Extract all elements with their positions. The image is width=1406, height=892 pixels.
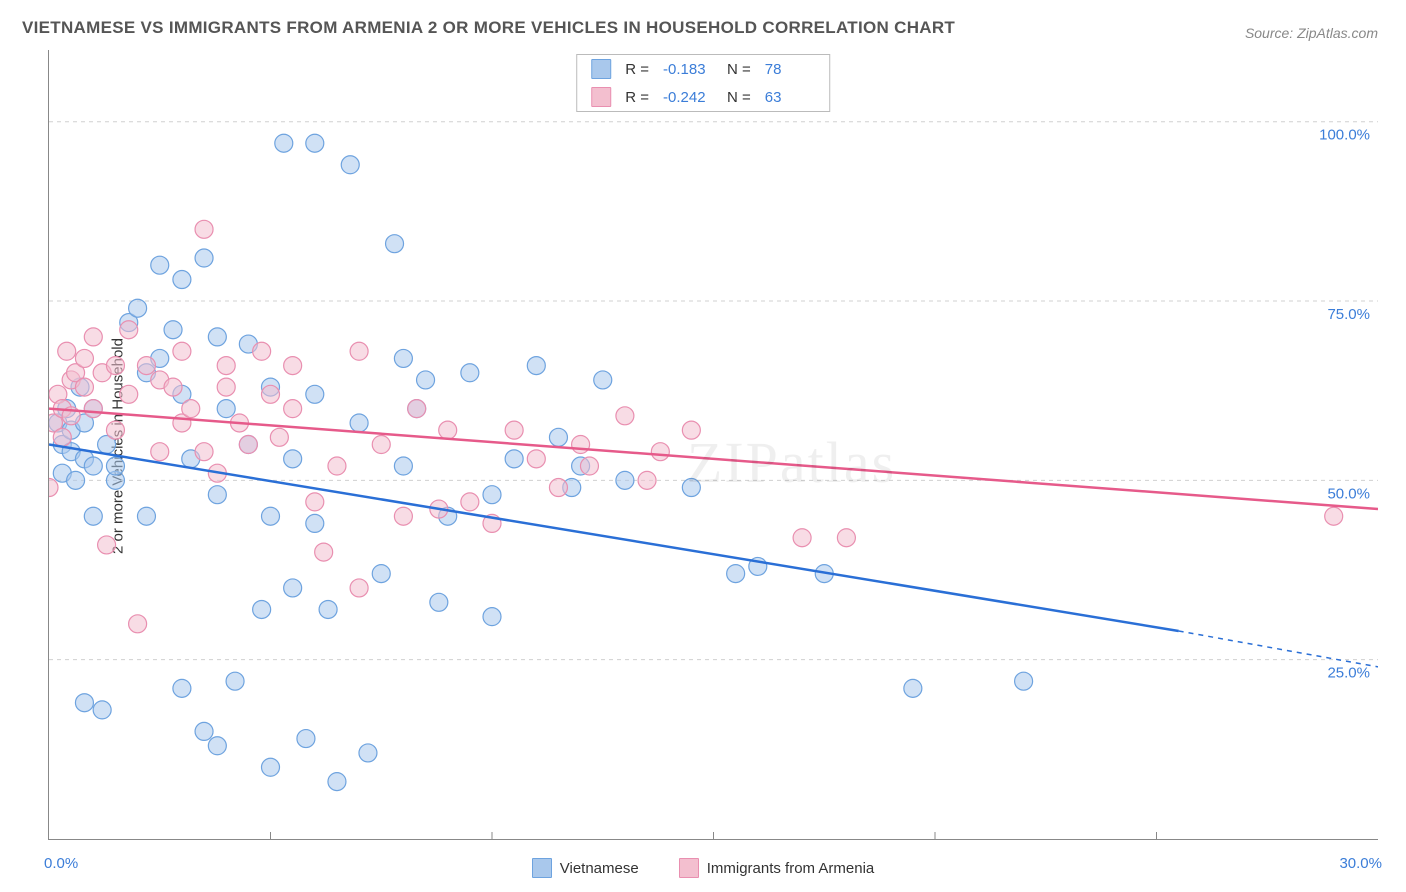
n-value-0: 78 bbox=[765, 61, 815, 78]
n-value-1: 63 bbox=[765, 89, 815, 106]
swatch-icon bbox=[532, 858, 552, 878]
swatch-icon bbox=[679, 858, 699, 878]
series-name-1: Immigrants from Armenia bbox=[707, 860, 875, 877]
svg-text:25.0%: 25.0% bbox=[1327, 665, 1370, 682]
swatch-series-0 bbox=[591, 59, 611, 79]
r-label: R = bbox=[625, 89, 649, 106]
chart-title: VIETNAMESE VS IMMIGRANTS FROM ARMENIA 2 … bbox=[22, 18, 955, 38]
svg-text:100.0%: 100.0% bbox=[1319, 127, 1370, 144]
n-label: N = bbox=[727, 89, 751, 106]
svg-text:50.0%: 50.0% bbox=[1327, 485, 1370, 502]
x-tick-max: 30.0% bbox=[1339, 855, 1382, 872]
plot-area: 25.0%50.0%75.0%100.0% ZIPatlas bbox=[48, 50, 1378, 840]
legend-row-series-0: R = -0.183 N = 78 bbox=[577, 55, 829, 83]
source-attribution: Source: ZipAtlas.com bbox=[1245, 25, 1378, 41]
series-legend: Vietnamese Immigrants from Armenia bbox=[0, 858, 1406, 878]
legend-row-series-1: R = -0.242 N = 63 bbox=[577, 83, 829, 111]
legend-item-0: Vietnamese bbox=[532, 858, 639, 878]
scatter-plot-svg: 25.0% 50.0% 75.0% 100.0% bbox=[49, 50, 1378, 839]
r-value-1: -0.242 bbox=[663, 89, 713, 106]
legend-item-1: Immigrants from Armenia bbox=[679, 858, 875, 878]
series-name-0: Vietnamese bbox=[560, 860, 639, 877]
svg-text:75.0%: 75.0% bbox=[1327, 306, 1370, 323]
r-label: R = bbox=[625, 61, 649, 78]
r-value-0: -0.183 bbox=[663, 61, 713, 78]
n-label: N = bbox=[727, 61, 751, 78]
swatch-series-1 bbox=[591, 87, 611, 107]
correlation-legend: R = -0.183 N = 78 R = -0.242 N = 63 bbox=[576, 54, 830, 112]
x-tick-min: 0.0% bbox=[44, 855, 78, 872]
